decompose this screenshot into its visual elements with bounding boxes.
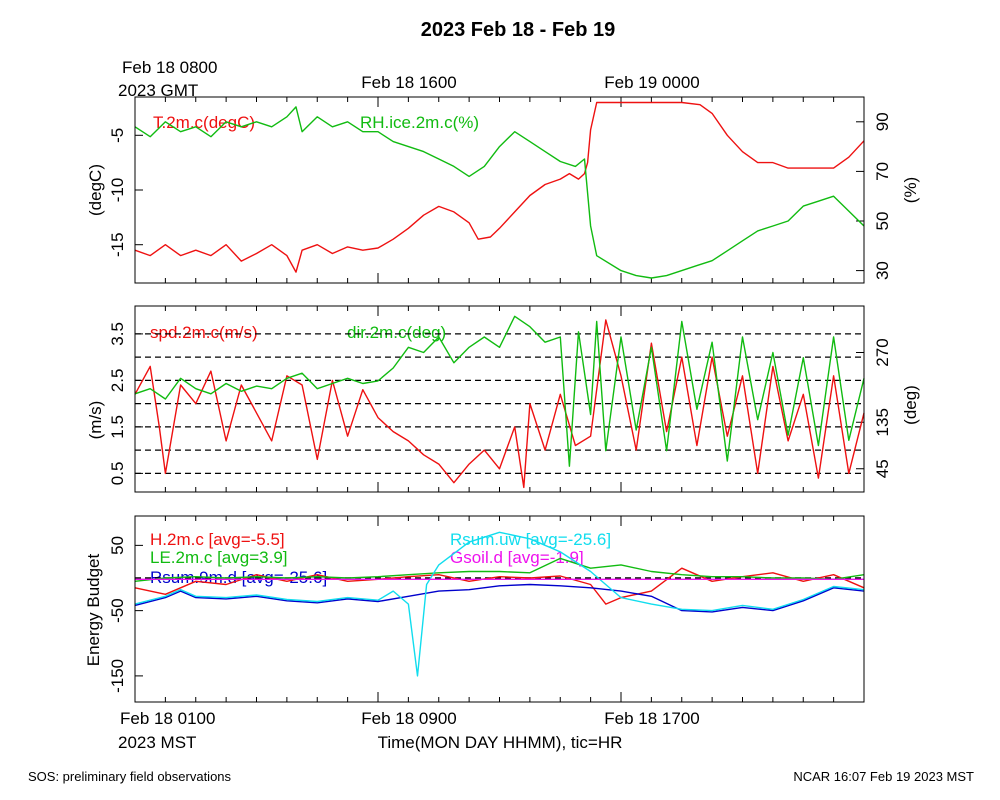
left-tick-label: 3.5 [108, 322, 127, 346]
left-tick-label: -10 [108, 178, 127, 203]
right-tick-label: 30 [873, 261, 892, 280]
series-line-rh-ice-2m-c [134, 106, 865, 279]
gmt-year-label: 2023 GMT [118, 81, 198, 100]
series-line-h-2m-c [134, 567, 865, 605]
series-line-rsum-uw [134, 531, 865, 677]
panel-frame [134, 305, 865, 493]
footer-right: NCAR 16:07 Feb 19 2023 MST [793, 769, 974, 784]
left-tick-label: -50 [108, 598, 127, 623]
series-line-le-2m-c [134, 557, 865, 582]
legend-ground-heat: Gsoil.d [avg=-1.9] [450, 548, 584, 567]
right-tick-label: 70 [873, 162, 892, 181]
left-axis-label: (m/s) [86, 401, 105, 440]
left-axis-label: Energy Budget [84, 553, 103, 666]
left-axis-label: (degC) [86, 164, 105, 216]
mst-start-label: Feb 18 0100 [120, 709, 215, 728]
right-tick-label: 135 [873, 408, 892, 436]
gmt-mid-label: Feb 18 1600 [361, 73, 456, 92]
legend-wind-direction: dir.2m.c(deg) [347, 323, 446, 342]
legend-sensible-heat: H.2m.c [avg=-5.5] [150, 530, 285, 549]
left-tick-label: 1.5 [108, 415, 127, 439]
series-line-spd-2m-c [134, 319, 865, 489]
legend-latent-heat: LE.2m.c [avg=3.9] [150, 548, 288, 567]
mst-end-label: Feb 18 1700 [604, 709, 699, 728]
right-axis-label: (%) [901, 177, 920, 203]
mst-mid-label: Feb 18 0900 [361, 709, 456, 728]
x-axis-title: Time(MON DAY HHMM), tic=HR [378, 733, 623, 752]
left-tick-label: 2.5 [108, 369, 127, 393]
legend-temperature: T.2m.c(degC) [153, 113, 255, 132]
series-line-dir-2m-c [134, 315, 865, 467]
panel-frame [134, 96, 865, 284]
right-tick-label: 45 [873, 459, 892, 478]
left-tick-label: -150 [108, 659, 127, 693]
left-tick-label: -5 [108, 128, 127, 143]
right-tick-label: 50 [873, 212, 892, 231]
series-line-t-2m-c [134, 101, 865, 273]
left-tick-label: 0.5 [108, 462, 127, 486]
gmt-start-label: Feb 18 0800 [122, 58, 217, 77]
right-axis-label: (deg) [901, 385, 920, 425]
left-tick-label: -15 [108, 232, 127, 257]
right-tick-label: 90 [873, 112, 892, 131]
panel-temperature-humidity: (degC) (%) T.2m.c(degC) RH.ice.2m.c(%) -… [86, 96, 920, 284]
figure-title: 2023 Feb 18 - Feb 19 [421, 19, 616, 41]
panel-frame [134, 515, 865, 703]
mst-year-label: 2023 MST [118, 733, 196, 752]
panel-wind: (m/s) (deg) spd.2m.c(m/s) dir.2m.c(deg) … [86, 305, 920, 493]
legend-humidity: RH.ice.2m.c(%) [360, 113, 479, 132]
gmt-end-label: Feb 19 0000 [604, 73, 699, 92]
right-tick-label: 270 [873, 338, 892, 366]
series-line-rsum-9m-d [134, 583, 865, 613]
legend-wind-speed: spd.2m.c(m/s) [150, 323, 258, 342]
left-tick-label: 50 [108, 536, 127, 555]
panel-energy-budget: Energy Budget H.2m.c [avg=-5.5] LE.2m.c … [84, 515, 865, 703]
footer-left: SOS: preliminary field observations [28, 769, 232, 784]
